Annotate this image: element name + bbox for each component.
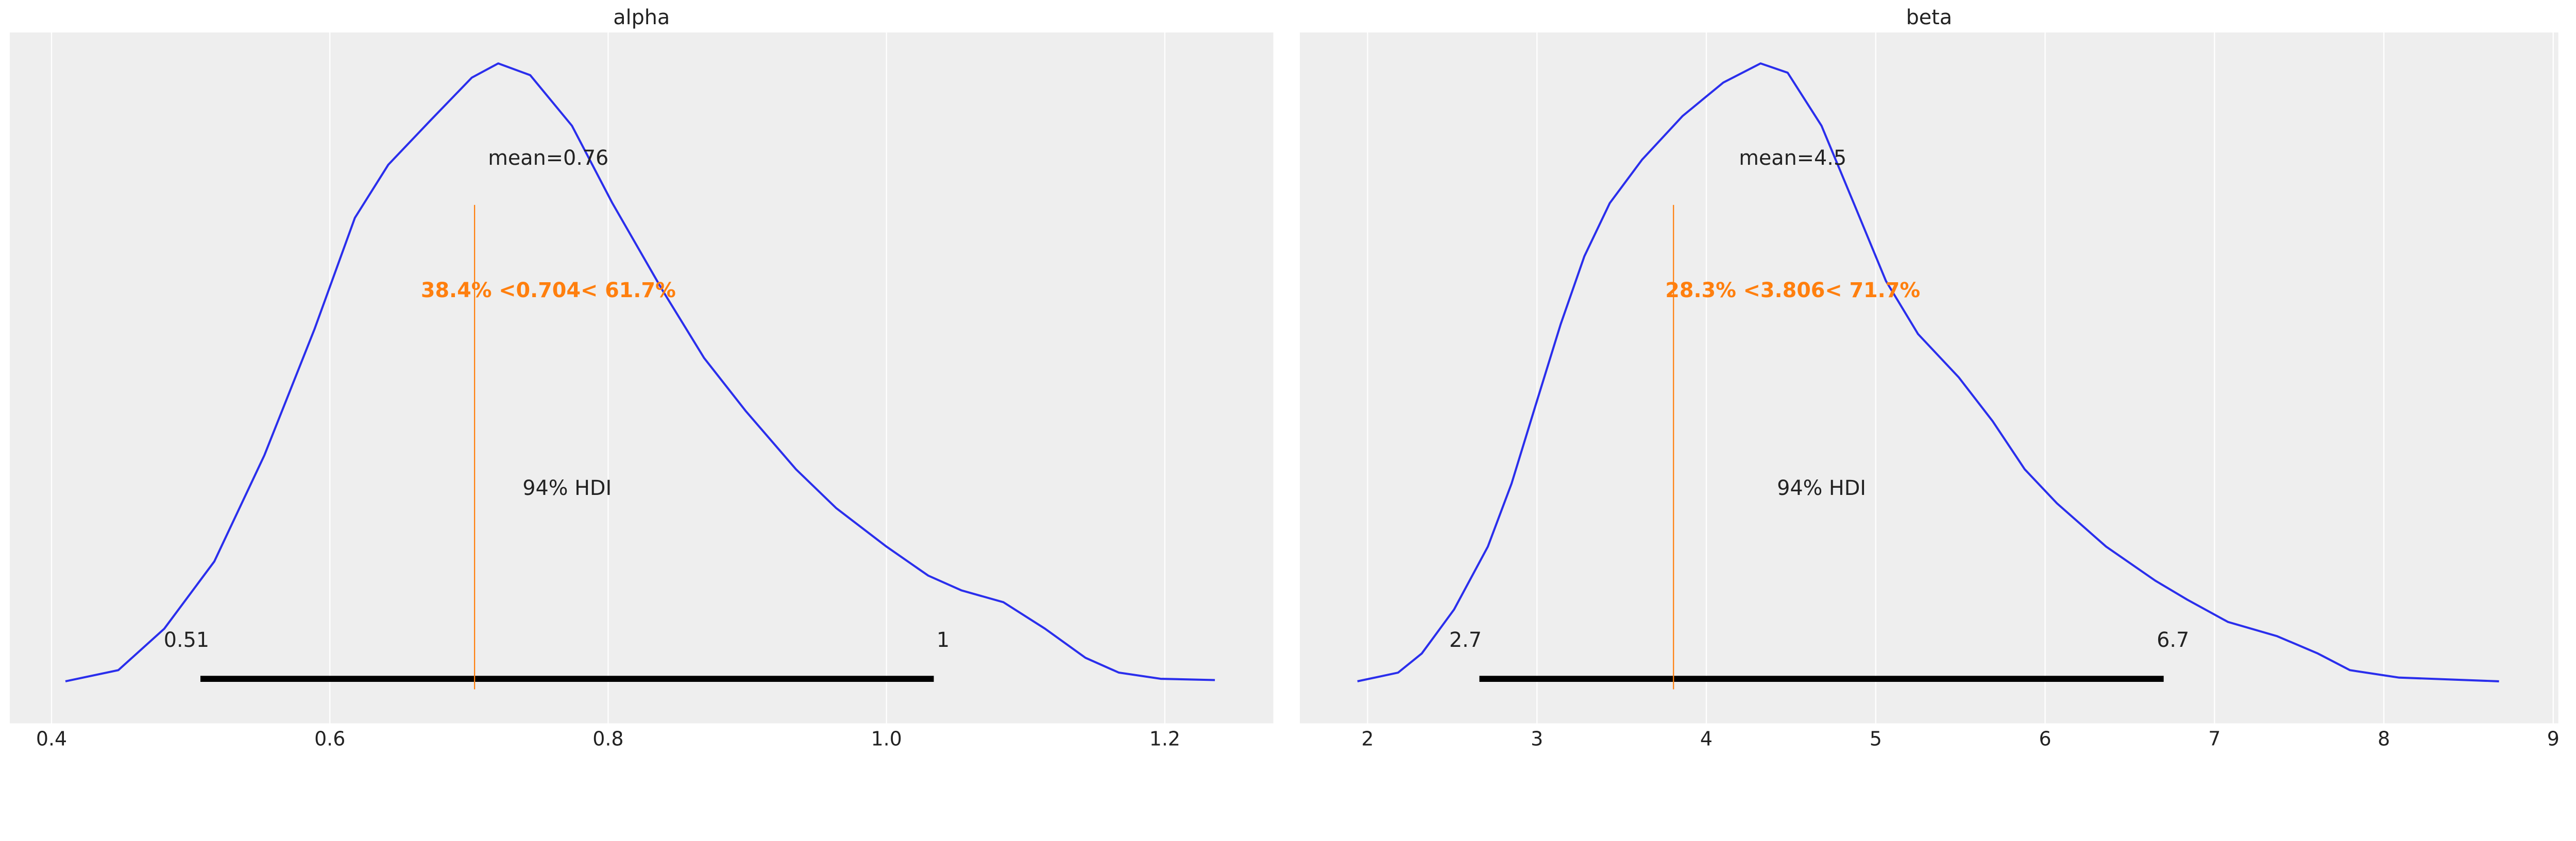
reference-label: 38.4% <0.704< 61.7% [421, 279, 676, 302]
posterior-figure: alpha 0.4 0.6 0.8 1.0 1.2 mean=0.76 38.4% <0.7… [9, 6, 2560, 750]
hdi-high-label: 1 [937, 628, 950, 652]
hdi-label: 94% HDI [1777, 476, 1866, 500]
x-tick-label: 7 [2208, 728, 2221, 750]
panel-title: alpha [613, 6, 670, 29]
density-curve [1357, 62, 2499, 682]
hdi-high-label: 6.7 [2157, 628, 2189, 652]
x-tick-label: 2 [1361, 728, 1374, 750]
panel-title: beta [1906, 6, 1952, 29]
reference-label: 28.3% <3.806< 71.7% [1665, 279, 1920, 302]
x-tick-label: 1.0 [871, 728, 902, 750]
mean-label: mean=0.76 [488, 146, 608, 170]
hdi-low-label: 2.7 [1449, 628, 1482, 652]
plot-area [1299, 32, 2558, 724]
x-tick-label: 4 [1700, 728, 1713, 750]
x-tick-label: 8 [2378, 728, 2390, 750]
panel-beta: beta 2 3 4 5 6 7 8 9 mean=4.5 28.3% <3.806< 71.7%… [1299, 6, 2560, 750]
x-tick-label: 0.8 [592, 728, 623, 750]
x-tick-label: 1.2 [1149, 728, 1180, 750]
panel-alpha: alpha 0.4 0.6 0.8 1.0 1.2 mean=0.76 38.4% <0.7… [9, 6, 1274, 750]
x-tick-label: 6 [2039, 728, 2051, 750]
x-tick-label: 3 [1531, 728, 1543, 750]
density-curve [65, 62, 1215, 682]
x-tick-label: 0.6 [314, 728, 345, 750]
mean-label: mean=4.5 [1739, 146, 1846, 170]
hdi-low-label: 0.51 [164, 628, 209, 652]
x-tick-label: 0.4 [36, 728, 67, 750]
x-tick-label: 9 [2547, 728, 2560, 750]
plot-area [9, 32, 1274, 724]
x-tick-label: 5 [1870, 728, 1882, 750]
hdi-label: 94% HDI [522, 476, 612, 500]
